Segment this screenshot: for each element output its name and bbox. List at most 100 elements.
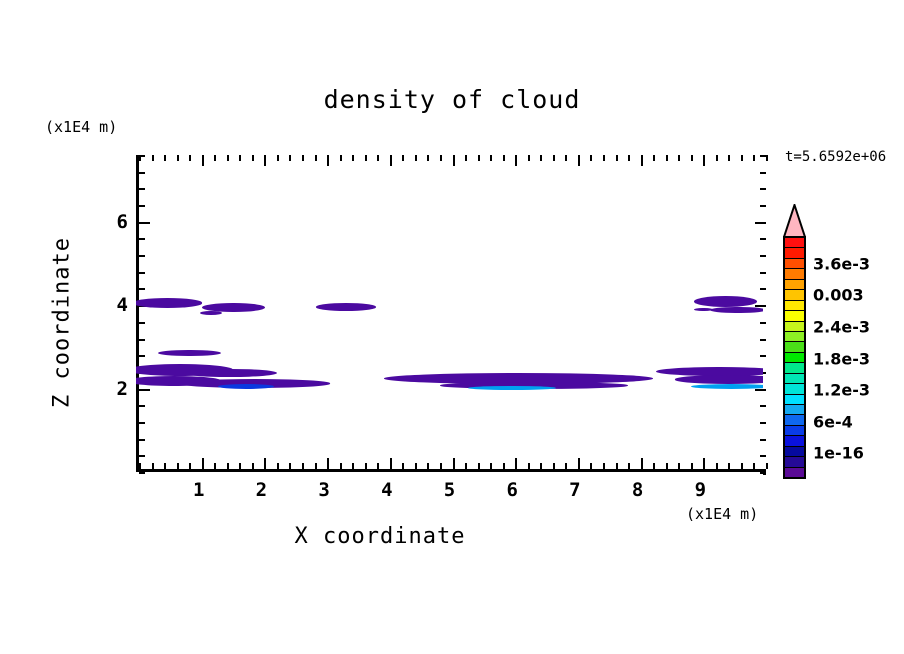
y-axis-major-tick [755,221,766,224]
y-axis-minor-tick [139,255,145,258]
colorbar-band [785,290,804,301]
x-axis-minor-tick [427,463,430,469]
x-axis-major-tick [389,155,392,166]
cloud-density-blob [709,306,763,314]
y-axis-minor-tick [760,188,766,191]
x-axis-minor-tick [766,463,768,469]
x-axis-minor-tick [590,463,593,469]
y-axis-minor-tick [760,371,766,374]
x-axis-minor-tick [226,463,229,469]
y-axis-minor-tick [760,238,766,241]
x-axis-minor-tick [527,463,530,469]
x-axis-minor-tick [151,463,154,469]
y-axis-minor-tick [139,338,145,341]
x-axis-major-tick [703,155,706,166]
y-axis-tick-label: 6 [116,210,128,233]
colorbar-band [785,373,804,385]
x-axis-minor-tick [251,463,254,469]
x-axis-minor-tick [615,463,618,469]
colorbar-band [785,415,804,426]
x-axis-minor-tick [753,155,756,161]
x-axis-minor-tick [189,155,192,161]
cloud-density-blob [136,298,202,308]
cloud-density-blob [183,368,278,377]
colorbar [783,236,806,479]
x-axis-major-tick [515,155,518,166]
y-axis-minor-tick [760,438,766,441]
cloud-density-blob [440,381,629,389]
cloud-density-blob [316,303,376,311]
x-axis-minor-tick [678,155,681,161]
x-axis-minor-tick [728,463,731,469]
x-axis-minor-tick [690,155,693,161]
x-axis-minor-tick [276,155,279,161]
colorbar-band [785,342,804,353]
colorbar-band [785,269,804,280]
x-axis-minor-tick [715,155,718,161]
x-axis-minor-tick [139,463,141,469]
colorbar-overflow-cap [782,201,807,238]
colorbar-band [785,331,804,343]
x-axis-minor-tick [314,155,317,161]
x-axis-major-tick [327,458,330,469]
x-axis-minor-tick [314,463,317,469]
y-axis-title: Z coordinate [49,237,75,408]
x-axis-minor-tick [740,463,743,469]
x-axis-minor-tick [715,463,718,469]
y-axis-minor-tick [139,155,145,157]
x-axis-minor-tick [176,155,179,161]
x-axis-minor-tick [678,463,681,469]
y-axis-minor-tick [139,271,145,274]
y-axis-minor-tick [760,288,766,291]
x-axis-minor-tick [214,155,217,161]
x-axis-minor-tick [653,155,656,161]
x-axis-tick-label: 6 [506,479,518,501]
colorbar-band [785,405,804,416]
x-axis-minor-tick [402,155,405,161]
cloud-density-blob [179,379,331,388]
y-axis-major-tick [139,388,150,391]
colorbar-band [785,352,804,364]
y-axis-minor-tick [139,455,145,458]
plot-area [136,155,768,474]
x-axis-minor-tick [439,155,442,161]
colorbar-band [785,425,804,437]
x-axis-minor-tick [251,155,254,161]
x-axis-minor-tick [690,463,693,469]
x-axis-tick-label: 1 [192,479,205,501]
y-axis-minor-tick [139,238,145,241]
x-axis-minor-tick [766,155,768,161]
cloud-density-blob [468,385,557,390]
x-axis-minor-tick [665,155,668,161]
y-axis-minor-tick [760,405,766,408]
x-axis-tick-label: 5 [443,479,456,501]
x-axis-minor-tick [477,463,480,469]
x-axis-minor-tick [239,463,242,469]
y-axis-major-tick [755,388,766,391]
y-axis-minor-tick [139,421,145,424]
x-axis-minor-tick [565,155,568,161]
colorbar-band [785,394,804,405]
y-axis-minor-tick [760,171,766,174]
x-axis-minor-tick [490,463,493,469]
y-axis-minor-tick [139,355,145,358]
x-axis-major-tick [703,458,706,469]
y-axis-minor-tick [760,321,766,324]
y-axis-minor-tick [760,455,766,458]
x-axis-minor-tick [364,463,367,469]
x-axis-tick-label: 2 [255,479,268,501]
cloud-density-blob [157,349,221,357]
x-axis-tick-label: 3 [318,479,330,501]
x-axis-minor-tick [615,155,618,161]
timestamp-label: t=5.6592e+06 [785,149,887,165]
x-axis-minor-tick [653,463,656,469]
x-axis-minor-tick [628,463,631,469]
x-axis-minor-tick [628,155,631,161]
colorbar-band [785,321,804,332]
y-axis-major-tick [139,221,150,224]
x-axis-minor-tick [728,155,731,161]
cloud-density-blob [383,372,654,384]
x-axis-major-tick [515,458,518,469]
x-axis-minor-tick [302,463,305,469]
cloud-density-blob [656,367,763,377]
